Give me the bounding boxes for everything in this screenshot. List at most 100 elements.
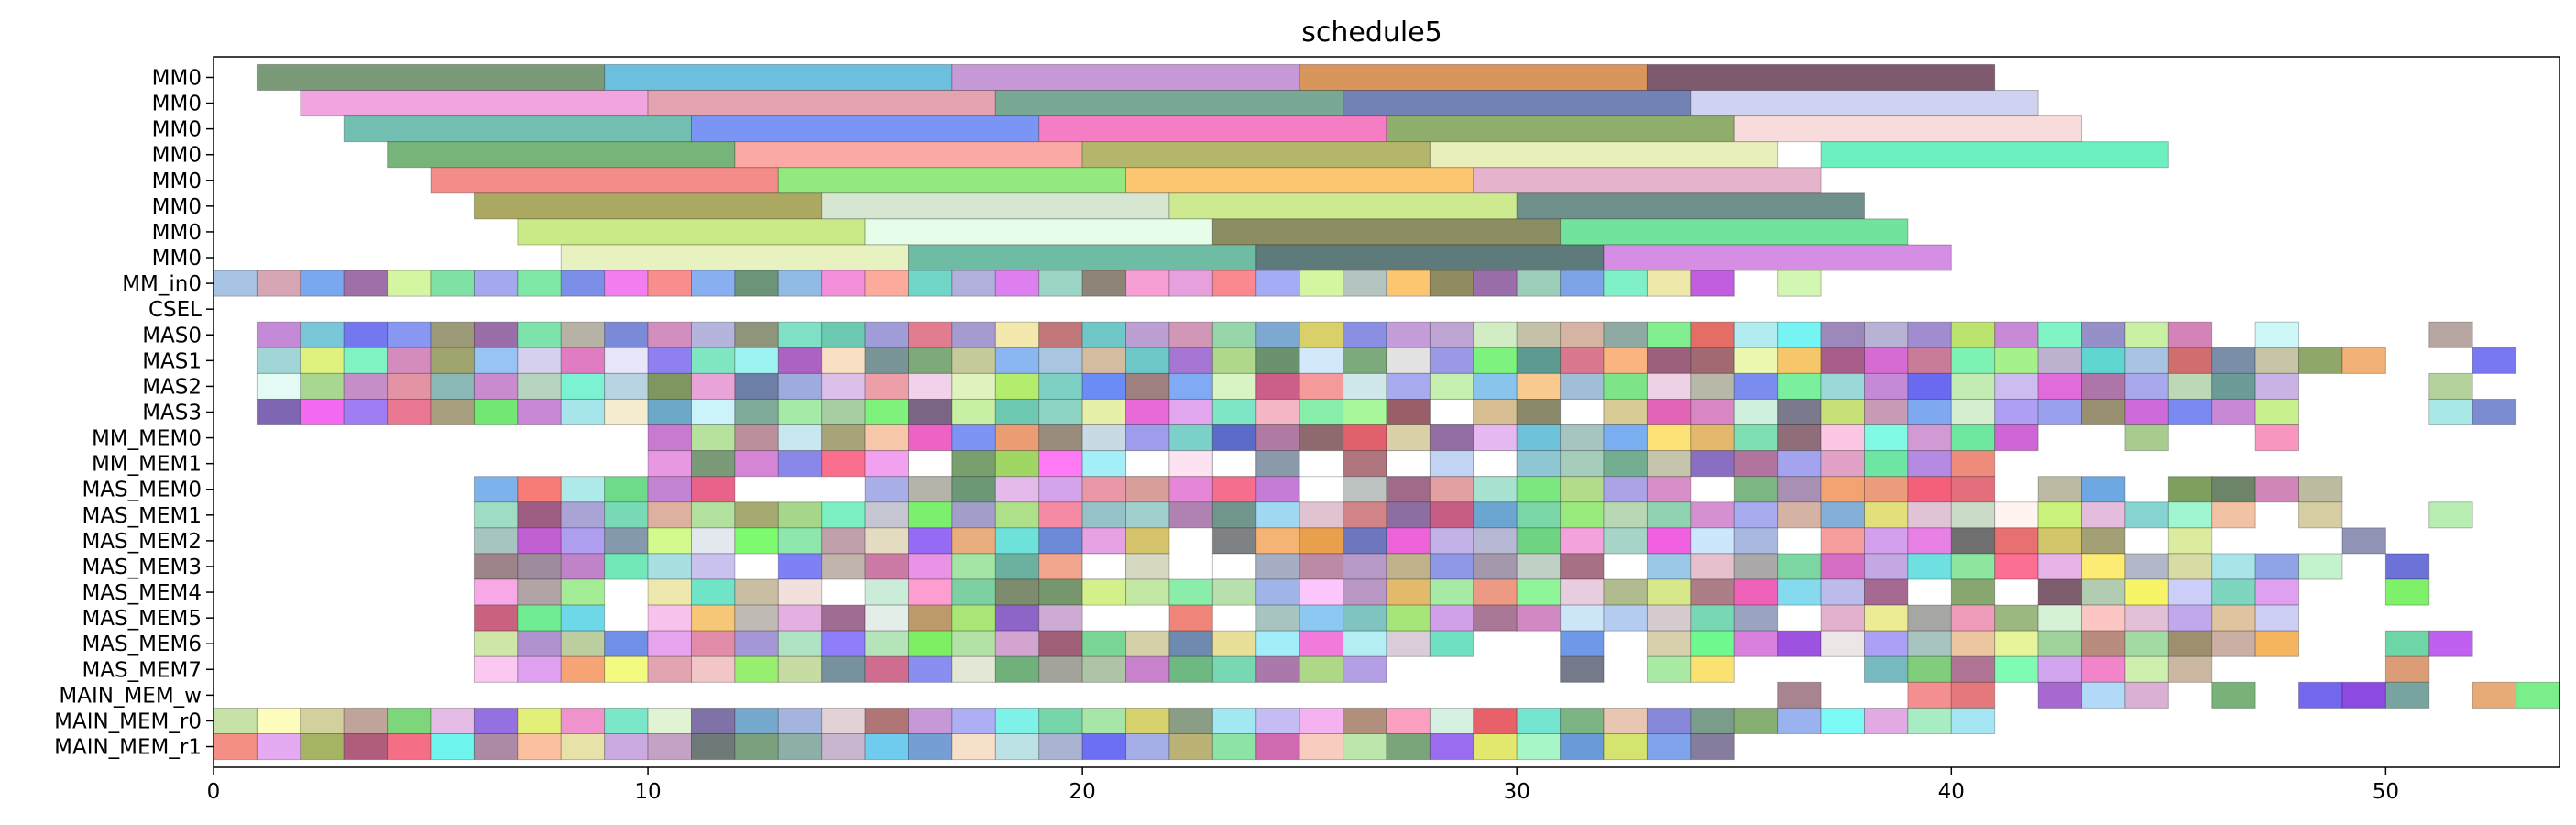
task-bar-mas-mem3-19-14 (1125, 553, 1170, 580)
task-bar-main-mem-r0-25-28 (1429, 707, 1474, 734)
task-bar-main-mem-r0-25-40 (1950, 707, 1996, 734)
task-bar-mas-mem4-20-13 (1125, 578, 1170, 606)
task-bar-mas-mem3-19-37 (2211, 553, 2256, 580)
task-bar-mas-mem5-21-32 (2081, 604, 2126, 632)
task-bar-mas-mem1-17-39 (2167, 501, 2213, 529)
task-bar-mas-mem3-19-28 (1820, 553, 1865, 580)
task-bar-mm-mem0-14-11 (1125, 424, 1170, 452)
task-bar-mas-mem7-23-12 (994, 655, 1040, 683)
y-tick-label-7: MM0 (152, 247, 202, 270)
task-bar-mas-mem5-21-35 (2211, 604, 2256, 632)
task-bar-mas-mem2-18-23 (1516, 527, 1562, 555)
task-bar-mm0-4-0 (430, 167, 779, 194)
task-bar-mas2-12-39 (1950, 372, 1996, 400)
task-bar-mas-mem5-21-24 (1690, 604, 1735, 632)
task-bar-mas-mem0-16-14 (1211, 476, 1257, 503)
task-bar-mm0-7-1 (908, 244, 1257, 271)
task-bar-mas0-10-5 (473, 321, 519, 348)
task-bar-mas0-10-14 (864, 321, 910, 348)
task-bar-main-mem-r0-25-11 (690, 707, 736, 734)
task-bar-mm-in0-8-16 (908, 270, 953, 297)
task-bar-mas-mem3-19-32 (1994, 553, 2039, 580)
task-bar-mas0-10-27 (1429, 321, 1474, 348)
task-bar-mas2-12-19 (1081, 372, 1127, 400)
task-bar-mas-mem1-17-7 (777, 501, 823, 529)
task-bar-mas2-12-20 (1125, 372, 1170, 400)
task-bar-mas1-11-12 (777, 346, 823, 374)
task-bar-mm-mem1-15-26 (1777, 450, 1822, 478)
task-bar-mas-mem3-19-38 (2254, 553, 2300, 580)
task-bar-mas0-10-0 (256, 321, 301, 348)
task-bar-mas1-11-1 (300, 346, 345, 374)
task-bar-mas3-13-40 (1994, 398, 2039, 426)
task-bar-main-mem-r0-25-19 (1038, 707, 1083, 734)
task-bar-mas2-12-4 (430, 372, 475, 400)
task-bar-mm-in0-8-29 (1473, 270, 1518, 297)
task-bar-mas2-12-11 (734, 372, 779, 400)
task-bar-mas3-13-13 (821, 398, 866, 426)
task-bar-main-mem-r1-26-30 (1516, 732, 1562, 761)
task-bar-mas-mem5-21-19 (1473, 604, 1518, 632)
y-tick-label-15: MM_MEM1 (92, 453, 202, 477)
task-bar-mas2-12-37 (1863, 372, 1909, 400)
task-bar-mas3-13-25 (1343, 398, 1387, 426)
task-bar-mm-mem1-15-22 (1603, 450, 1648, 478)
task-bar-mas-mem6-22-7 (777, 630, 823, 657)
task-bar-main-mem-r0-25-20 (1081, 707, 1127, 734)
task-bar-mas0-10-33 (1690, 321, 1735, 348)
task-bar-mm0-3-2 (1081, 141, 1431, 169)
task-bar-main-mem-r1-26-26 (1343, 732, 1387, 761)
task-bar-mas-mem7-23-6 (734, 655, 779, 683)
task-bar-mas0-10-30 (1560, 321, 1605, 348)
task-bar-mas1-11-43 (2124, 346, 2169, 374)
task-bar-mas-mem0-16-3 (604, 476, 649, 503)
task-bar-mm0-4-1 (777, 167, 1127, 194)
task-bar-mas-mem6-22-35 (2124, 630, 2169, 657)
task-bar-mas-mem4-20-36 (2211, 578, 2256, 606)
task-bar-mas-mem1-17-38 (2124, 501, 2169, 529)
task-bar-mas-mem2-18-33 (1994, 527, 2039, 555)
task-bar-mm-mem0-14-26 (1777, 424, 1822, 452)
task-bar-mas2-12-42 (2081, 372, 2126, 400)
task-bar-mas3-13-32 (1646, 398, 1692, 426)
task-bar-mas-mem0-16-17 (1386, 476, 1431, 503)
task-bar-mm0-3-4 (1820, 141, 2169, 169)
task-bar-mas-mem3-19-23 (1560, 553, 1605, 580)
task-bar-mm-in0-8-8 (560, 270, 606, 297)
task-bar-mas-mem1-17-0 (473, 501, 519, 529)
task-bar-mas-mem0-16-23 (1646, 476, 1692, 503)
task-bar-mas0-10-43 (2124, 321, 2169, 348)
task-bar-mas1-11-25 (1343, 346, 1387, 374)
task-bar-main-mem-r0-25-38 (1863, 707, 1909, 734)
task-bar-main-mem-r1-26-19 (1038, 732, 1083, 761)
task-bar-mas-mem7-23-30 (2124, 655, 2169, 683)
task-bar-main-mem-r1-26-11 (690, 732, 736, 761)
task-bar-mas0-10-37 (1863, 321, 1909, 348)
task-bar-mas-mem6-22-0 (473, 630, 519, 657)
task-bar-mm-in0-8-27 (1386, 270, 1431, 297)
task-bar-mm0-6-0 (517, 218, 866, 246)
task-bar-mas0-10-41 (2037, 321, 2083, 348)
task-bar-mas3-13-9 (647, 398, 692, 426)
task-bar-mas-mem1-17-26 (1603, 501, 1648, 529)
task-bar-mm-in0-8-5 (430, 270, 475, 297)
task-bar-main-mem-w-24-11 (2516, 681, 2560, 709)
task-bar-mas-mem0-16-11 (1081, 476, 1127, 503)
task-bar-mas-mem6-22-16 (1168, 630, 1213, 657)
task-bar-main-mem-r1-26-17 (951, 732, 996, 761)
task-bar-mas-mem6-22-36 (2167, 630, 2213, 657)
task-bar-mas-mem3-19-39 (2298, 553, 2343, 580)
task-bar-mas-mem6-22-12 (994, 630, 1040, 657)
x-tick-label-2: 20 (1069, 780, 1096, 804)
task-bar-mas-mem2-18-2 (560, 527, 606, 555)
task-bar-main-mem-w-24-9 (2384, 681, 2430, 709)
task-bar-mas-mem1-17-9 (864, 501, 910, 529)
task-bar-mas-mem0-16-13 (1168, 476, 1213, 503)
task-bar-mas3-13-2 (343, 398, 389, 426)
task-bar-main-mem-r0-25-31 (1560, 707, 1605, 734)
task-bar-mas-mem1-17-28 (1690, 501, 1735, 529)
task-bar-main-mem-r0-25-4 (387, 707, 432, 734)
y-tick-label-23: MAS_MEM7 (82, 658, 202, 682)
task-bar-mm-mem0-14-7 (951, 424, 996, 452)
task-bar-mm-mem0-14-29 (1907, 424, 1952, 452)
